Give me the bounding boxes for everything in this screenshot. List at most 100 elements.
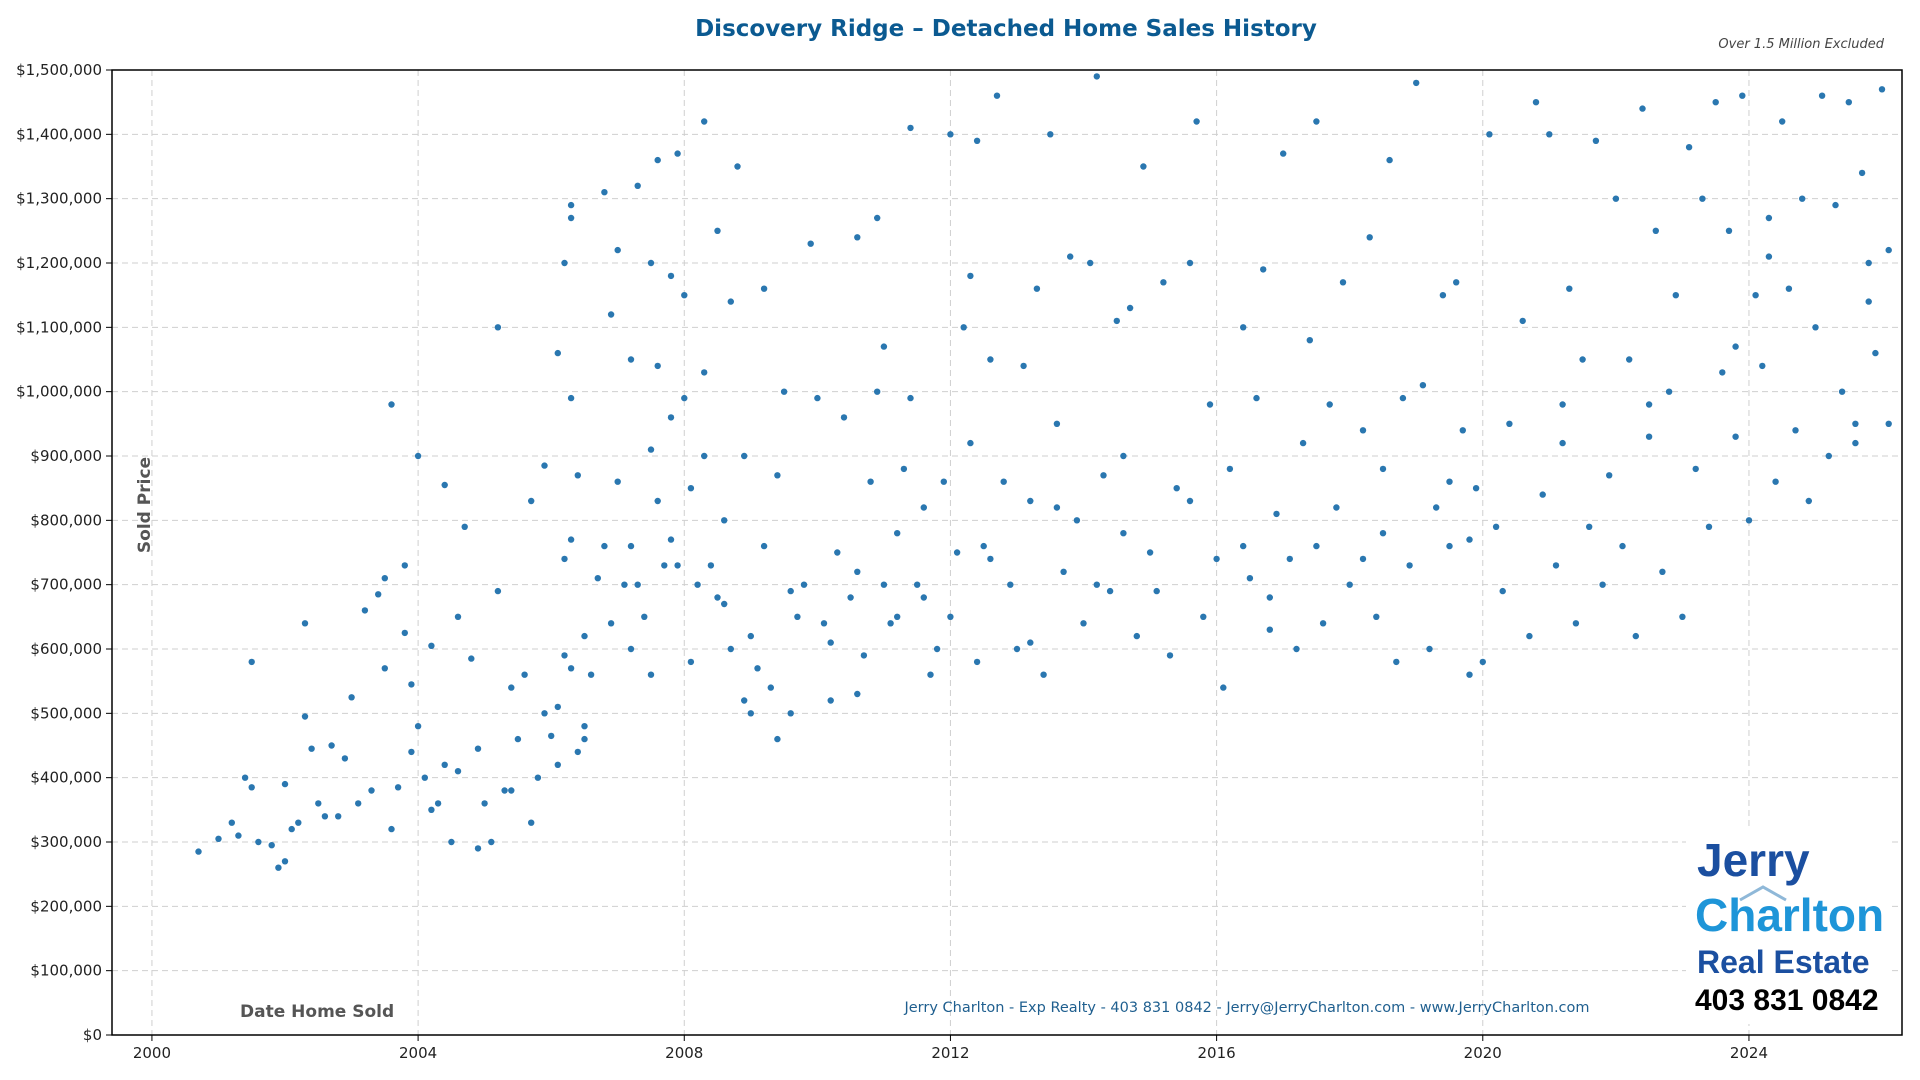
data-point xyxy=(1186,259,1194,267)
data-point xyxy=(288,825,295,833)
data-point xyxy=(268,842,275,849)
data-point xyxy=(1506,420,1513,427)
data-point xyxy=(1679,613,1686,620)
y-tick-label: $1,100,000 xyxy=(16,318,102,336)
data-point xyxy=(854,568,861,575)
data-point xyxy=(920,504,927,511)
data-point xyxy=(1885,420,1892,427)
data-point xyxy=(494,587,502,595)
data-point xyxy=(1067,253,1074,260)
data-point xyxy=(381,665,388,672)
data-point xyxy=(820,620,828,627)
data-point xyxy=(840,414,848,421)
data-point xyxy=(401,629,408,637)
data-point xyxy=(940,478,947,485)
x-tick-label: 2024 xyxy=(1730,1044,1768,1062)
data-point xyxy=(1799,195,1806,202)
footer-contact: Jerry Charlton - Exp Realty - 403 831 08… xyxy=(903,1000,1589,1016)
data-point xyxy=(1699,195,1706,202)
data-point xyxy=(614,478,621,485)
data-point xyxy=(1739,92,1746,99)
data-point xyxy=(1053,420,1061,427)
data-point xyxy=(641,613,648,620)
data-point xyxy=(1592,137,1600,144)
data-point xyxy=(1552,562,1560,569)
data-point xyxy=(1865,259,1872,267)
data-point xyxy=(488,838,495,846)
data-point xyxy=(1087,259,1094,267)
data-point xyxy=(428,642,435,649)
data-point xyxy=(1100,472,1107,479)
data-point xyxy=(554,349,561,357)
data-point xyxy=(1885,246,1892,254)
data-point xyxy=(701,452,708,460)
data-point xyxy=(800,581,808,588)
data-point xyxy=(1007,581,1014,588)
data-point xyxy=(481,800,488,807)
data-point xyxy=(1027,497,1034,505)
data-point xyxy=(1439,292,1447,299)
data-point xyxy=(687,485,695,492)
data-point xyxy=(1692,465,1699,473)
data-point xyxy=(441,761,448,768)
data-point xyxy=(734,163,741,170)
data-point xyxy=(567,201,575,209)
data-point xyxy=(1013,645,1021,653)
data-point xyxy=(1546,131,1553,138)
data-point xyxy=(368,787,375,794)
data-point xyxy=(1852,420,1859,427)
data-point xyxy=(1060,568,1067,575)
data-point xyxy=(947,131,954,138)
y-tick-label: $1,400,000 xyxy=(16,125,102,143)
data-point xyxy=(654,497,661,505)
data-point xyxy=(854,690,861,698)
data-point xyxy=(1419,382,1427,389)
data-point xyxy=(428,806,435,813)
data-point xyxy=(1206,401,1214,408)
data-point xyxy=(627,356,635,363)
data-point xyxy=(1685,144,1693,151)
data-point xyxy=(607,311,615,318)
data-point xyxy=(1266,594,1274,601)
data-point xyxy=(1053,504,1061,511)
data-point xyxy=(1313,542,1320,550)
data-point xyxy=(1486,131,1493,138)
data-point xyxy=(594,575,601,582)
data-point xyxy=(461,523,468,530)
plot-frame xyxy=(111,69,1903,1036)
data-point xyxy=(933,645,941,653)
data-point xyxy=(1393,658,1400,666)
data-point xyxy=(375,591,382,598)
logo-phone: 403 831 0842 xyxy=(1695,984,1879,1017)
data-point xyxy=(295,819,302,826)
data-point xyxy=(1226,465,1234,473)
data-point xyxy=(494,324,502,331)
data-point xyxy=(1672,292,1680,299)
data-point xyxy=(1446,478,1453,485)
data-point xyxy=(1852,439,1859,447)
data-points xyxy=(195,73,1892,871)
data-point xyxy=(1047,131,1054,138)
data-point xyxy=(907,394,914,402)
data-point xyxy=(315,800,322,807)
data-point xyxy=(235,832,242,839)
data-point xyxy=(1745,517,1753,524)
x-axis: 2000 2004 2008 2012 2016 2020 2024 xyxy=(133,1035,1768,1062)
data-point xyxy=(561,259,568,267)
y-tick-label: $800,000 xyxy=(30,511,102,529)
y-tick-label: $1,300,000 xyxy=(16,190,102,208)
data-point xyxy=(554,703,561,711)
data-point xyxy=(747,710,754,717)
data-point xyxy=(1366,234,1373,241)
data-point xyxy=(1765,253,1773,260)
data-point xyxy=(1033,285,1041,292)
data-point xyxy=(514,735,522,743)
data-point xyxy=(581,735,588,743)
data-point xyxy=(567,536,575,543)
data-point xyxy=(1379,465,1387,473)
data-point xyxy=(1000,478,1007,485)
data-point xyxy=(454,613,462,620)
data-point xyxy=(1140,163,1147,170)
data-point xyxy=(381,575,388,582)
